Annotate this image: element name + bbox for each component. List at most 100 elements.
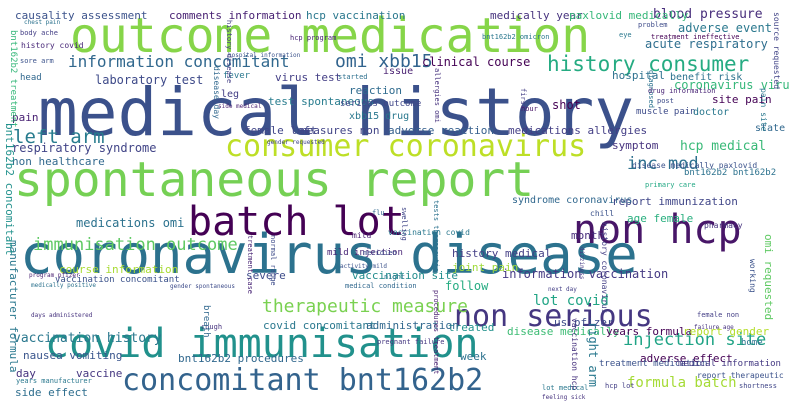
word-omi-xbb15: omi xbb15 [335, 51, 433, 72]
word-history-consumer: history consumer [547, 52, 750, 76]
word-joint-pain: joint pain [452, 261, 519, 274]
word-concomitant-bnt162b2: concomitant bnt162b2 [122, 363, 484, 398]
word-flu: flu [372, 209, 385, 217]
word-chill: chill [590, 209, 615, 218]
word-bnt162b2-treatment: bnt162b2 treatment [8, 30, 18, 128]
word-night: night [384, 273, 406, 281]
word-report-therapeutic: report therapeutic [697, 371, 784, 380]
word-drug-information: drug information [648, 87, 716, 95]
word-covid-concomitant: covid concomitant [263, 319, 376, 332]
word-administration: administration [366, 319, 459, 332]
word-follow: follow [445, 279, 489, 293]
word-lot-medical: lot medical [542, 384, 589, 392]
word-adverse-reaction: adverse reaction [388, 124, 494, 137]
word-medical-condition: medical condition [345, 282, 417, 290]
word-blood-pressure: blood pressure [653, 7, 763, 22]
word-first: first [519, 88, 527, 110]
word-home: home [741, 338, 763, 348]
word-non-healthcare: non healthcare [12, 155, 105, 168]
word-report-gender: report gender [683, 325, 770, 338]
word-manufacturer-formula: manufacturer formula [7, 240, 20, 373]
word-shot: shot [552, 98, 581, 112]
word-medications-allergies: medications allergies [508, 124, 648, 137]
word-vaccination-site: vaccination site [352, 269, 458, 282]
word-hcp-program: hcp program [290, 34, 337, 42]
word-age-female: age female [627, 212, 694, 225]
word-activity-mild: activity mild [340, 263, 387, 270]
word-right-arm: right arm [586, 322, 600, 388]
word-site-pain: site pain [712, 93, 772, 106]
word-medically-year: medically year [490, 9, 583, 22]
word-adverse-effect: adverse effect [640, 352, 733, 365]
word-us-pfizer: us pfizer [554, 316, 614, 329]
word-disease-medically: disease medically [507, 325, 620, 338]
word-xbb15-drug: xbb15 drug [349, 111, 410, 122]
word-bnt162b2-bnt162b2: bnt162b2 bnt162b2 [684, 168, 777, 178]
word-body-ache: body ache [20, 29, 58, 37]
word-nausea-vomiting: nausea vomiting [23, 349, 123, 362]
word-hospital: hospital [612, 69, 665, 82]
word-test-spontaneous: test spontaneous [268, 95, 374, 108]
word-vaccination-covid: vaccination covid [388, 228, 470, 237]
word-source-requested: source requested [772, 12, 781, 90]
word-head: head [20, 73, 42, 83]
word-inc-mod: inc mod [627, 154, 699, 174]
word-pharmacy: pharmacy [704, 221, 743, 230]
word-issue: issue [383, 66, 414, 77]
word-allergies-omi: allergies omi [433, 68, 441, 123]
word-state: state [755, 123, 786, 134]
word-female-left: female left [244, 124, 317, 137]
word-shortness: shortness [739, 382, 777, 390]
word-mild: mild [352, 231, 372, 240]
word-side-effect: side effect [15, 386, 88, 399]
word-immunisation-outcome: immunisation outcome [33, 235, 238, 255]
word-medications-omi: medications omi [76, 216, 185, 230]
word-benefit-risk: benefit risk [670, 72, 743, 83]
word-side-medical: side medical [218, 103, 262, 110]
word-adverse-event: adverse event [678, 21, 772, 35]
word-treated: treated [448, 321, 495, 334]
word-bnt162b2-concomitant: bnt162b2 concomitant [3, 123, 16, 256]
word-fever: fever [223, 71, 251, 81]
word-leg: leg [221, 89, 240, 100]
word-serious-outcome: serious outcome [340, 99, 422, 109]
word-years-manufacturer: years manufacturer [16, 377, 92, 385]
word-symptom: symptom [612, 139, 659, 152]
word-covid-immunisation: covid immunisation [45, 321, 479, 367]
word-procedures-treatment: procedures treatment [432, 290, 440, 375]
word-doctor: doctor [693, 107, 730, 118]
word-pain: pain [12, 111, 39, 124]
word-female-non: female non [697, 311, 740, 319]
word-working: working [748, 259, 757, 293]
word-laboratory-test: laboratory test [95, 73, 204, 87]
word-history-covid: history covid [21, 41, 84, 50]
word-acute-respiratory: acute respiratory [645, 37, 768, 51]
word-hcp-lot: hcp lot [605, 382, 635, 390]
word-formula-batch: formula batch [627, 375, 737, 391]
word-swelling: swelling [400, 207, 408, 241]
word-normal-range: normal range [269, 235, 277, 286]
word-sore-arm: sore arm [20, 57, 54, 65]
word-primary-care: primary care [645, 181, 696, 189]
word-causality-assessment: causality assessment [15, 9, 148, 22]
word-years-formula: years formula [606, 325, 693, 338]
word-medically-positive: medically positive [31, 282, 97, 289]
word-tests-therapeutic: tests therapeutic [432, 200, 440, 272]
word-problem: problem [638, 21, 668, 29]
word-mild-injection: mild injection [327, 248, 403, 258]
word-week: week [460, 350, 487, 363]
word-bnt162b2-omicron: bnt162b2 omicron [482, 33, 550, 41]
word-virus-test: virus test [275, 71, 342, 84]
word-gender-requested: gender requested [267, 139, 325, 146]
word-vaccine: vaccine [76, 367, 123, 380]
word-outcome-medication: outcome medication [70, 8, 591, 64]
word-respiratory-syndrome: respiratory syndrome [12, 141, 157, 155]
word-diagnosed: diagnosed [647, 70, 655, 108]
word-course-information: course information [59, 263, 179, 276]
word-coronavirus-disease: coronavirus disease [20, 223, 638, 286]
word-treatment-case: treatment case [246, 235, 254, 295]
word-clinical-course: clinical course [422, 55, 531, 69]
word-hcp-medical: hcp medical [680, 139, 767, 154]
word-medical-history: medical history [38, 74, 635, 151]
word-non-serious: non serious [454, 299, 653, 334]
